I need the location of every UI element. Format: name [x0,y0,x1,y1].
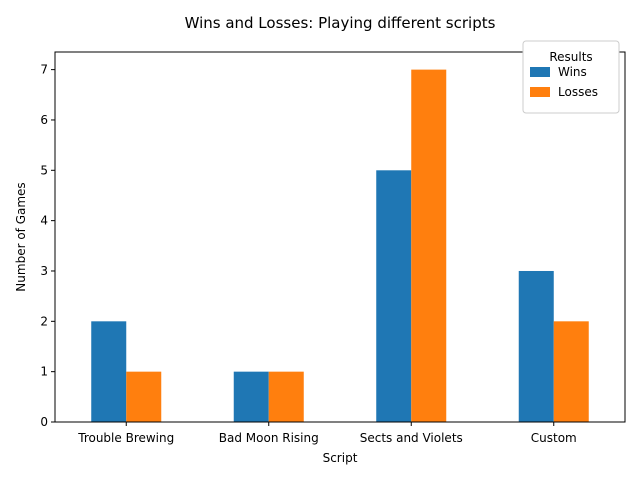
legend-swatch-losses [530,87,550,97]
bar-losses-0 [126,371,162,422]
x-tick-label: Sects and Violets [360,431,463,445]
legend-swatch-wins [530,67,550,77]
bar-wins-2 [376,170,412,422]
bar-losses-2 [411,69,447,422]
bar-wins-0 [91,321,127,422]
x-tick-label: Trouble Brewing [77,431,174,445]
y-tick-label: 0 [40,415,48,429]
bars-group [91,69,589,422]
x-tick-label: Custom [531,431,577,445]
x-axis: Trouble Brewing Bad Moon Rising Sects and … [77,422,577,445]
y-tick-label: 3 [40,264,48,278]
legend-label-losses: Losses [558,85,598,99]
legend-label-wins: Wins [558,65,587,79]
bar-losses-1 [268,371,304,422]
legend: Results Wins Losses [522,40,620,114]
y-axis: 0 1 2 3 4 5 6 7 [40,63,55,429]
y-tick-label: 1 [40,365,48,379]
legend-title: Results [549,50,592,64]
bar-wins-3 [518,270,554,422]
y-axis-label: Number of Games [14,182,28,291]
plot-frame [54,51,626,423]
x-axis-label: Script [323,451,358,465]
chart-title: Wins and Losses: Playing different scrip… [185,14,496,32]
bar-wins-1 [233,371,269,422]
bar-losses-3 [553,321,589,422]
x-tick-label: Bad Moon Rising [219,431,319,445]
y-tick-label: 4 [40,214,48,228]
y-tick-label: 2 [40,314,48,328]
y-tick-label: 7 [40,63,48,77]
y-tick-label: 6 [40,113,48,127]
y-tick-label: 5 [40,163,48,177]
